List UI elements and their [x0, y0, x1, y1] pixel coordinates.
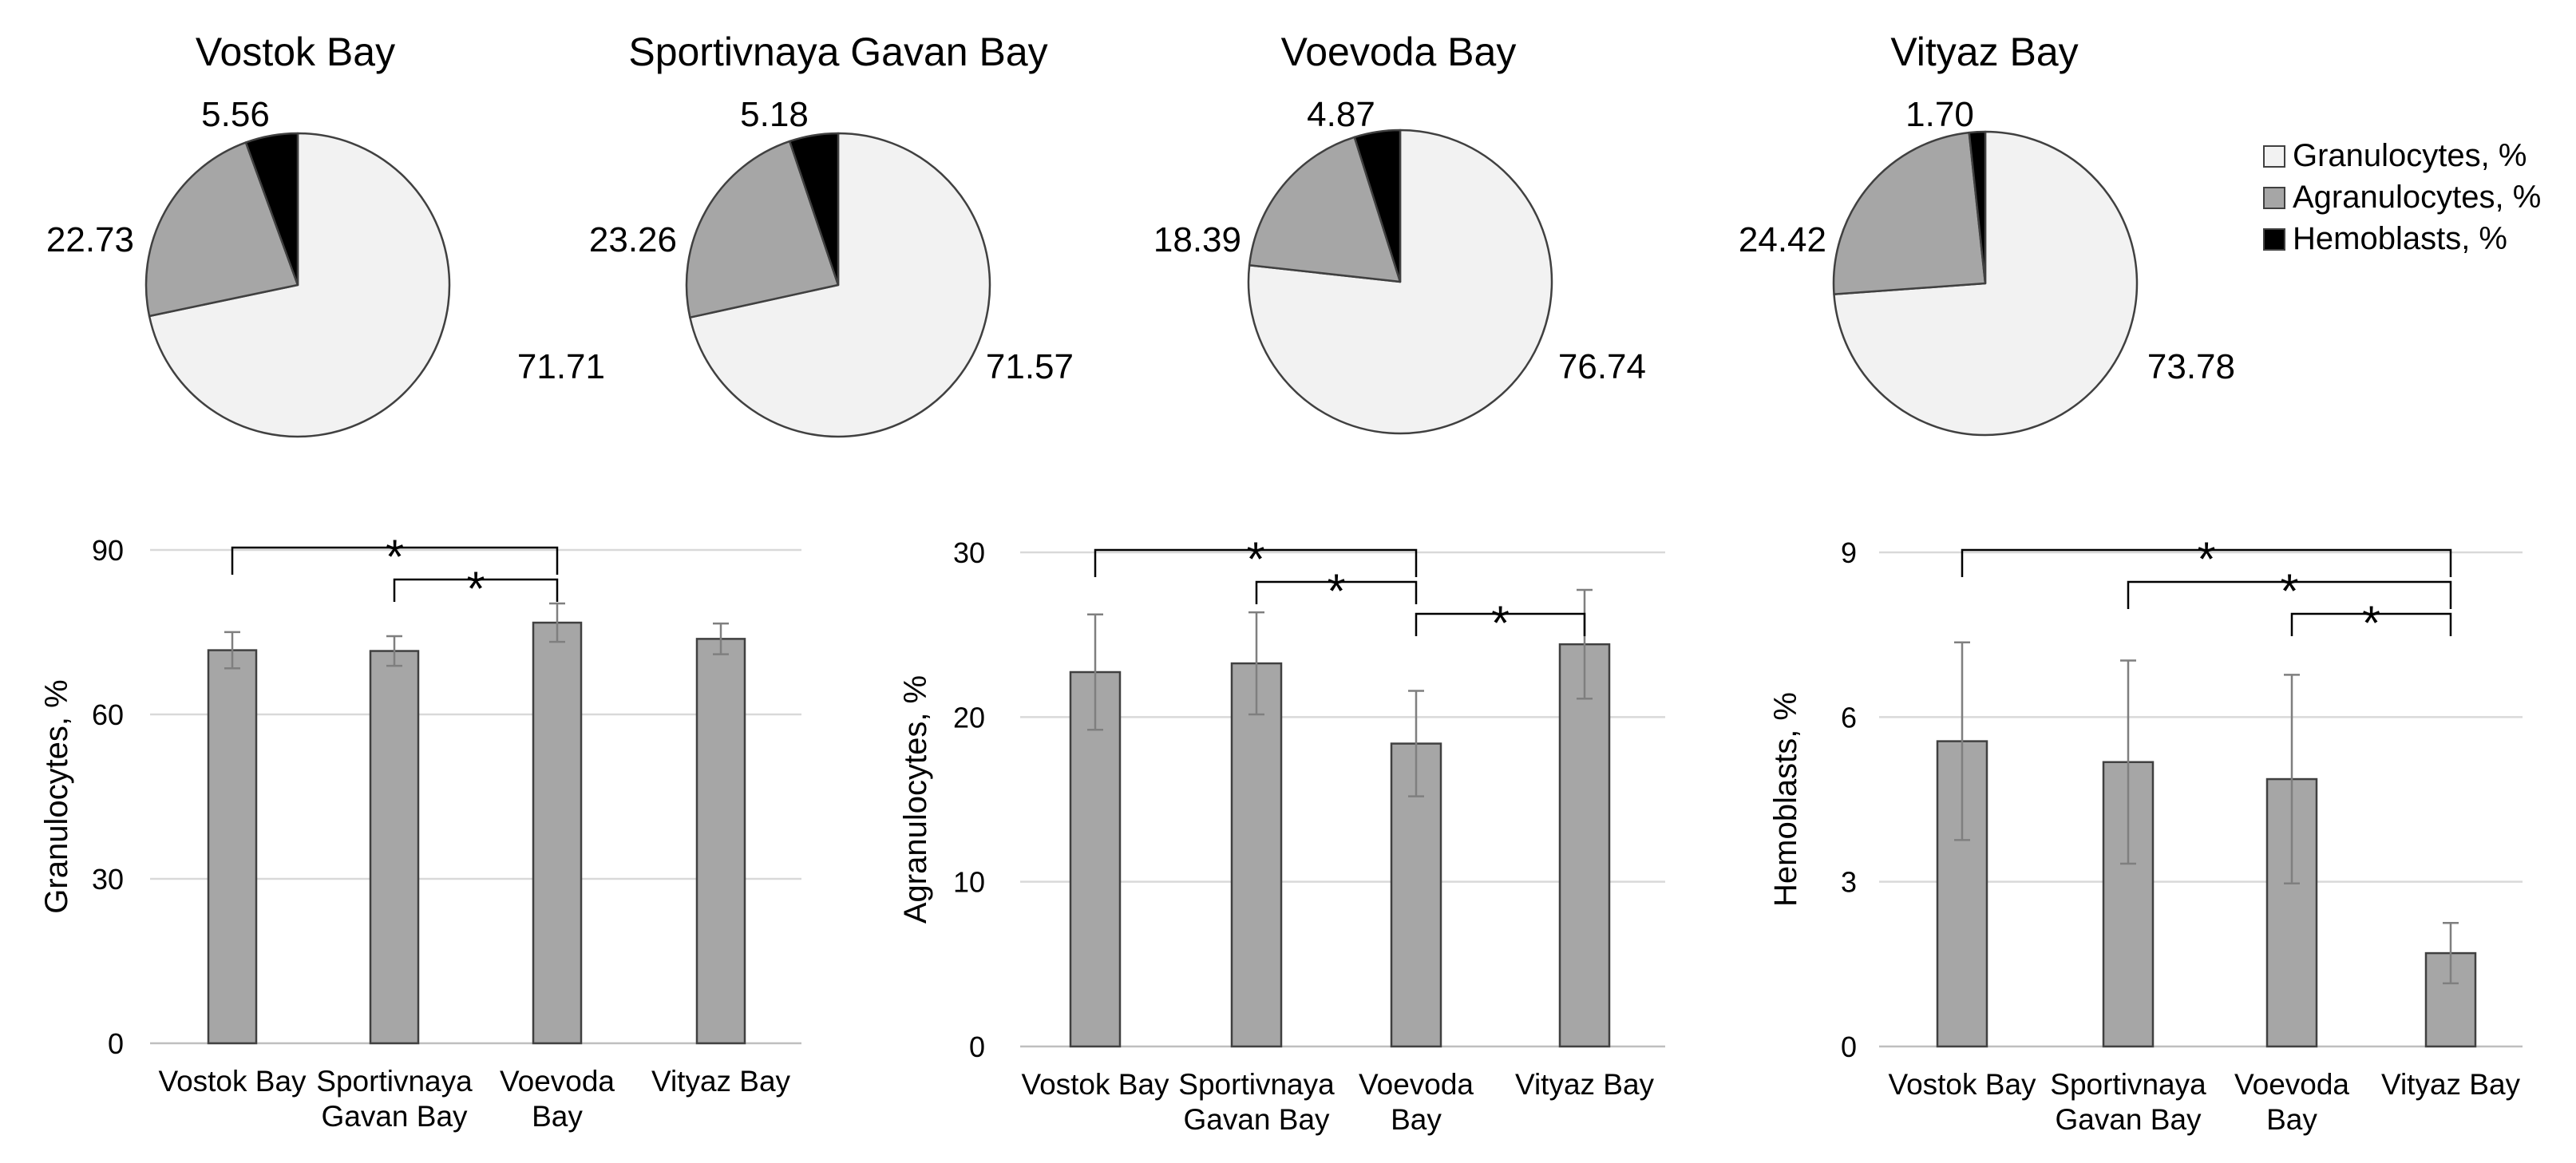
x-tick-label: Gavan Bay	[1183, 1103, 1330, 1136]
bar-chart-2: 0 10 20 30 Agranulocytes, % Vostok Bay Sportiv…	[898, 532, 1665, 1136]
significance-bracket	[2290, 612, 2452, 636]
y-tick-label: 20	[953, 701, 985, 734]
x-tick-label: Vostok Bay	[158, 1065, 307, 1098]
x-tick-label: Voevoda	[2234, 1068, 2349, 1101]
y-tick-label: 60	[92, 698, 124, 731]
significance-asterisk: *	[386, 530, 404, 583]
x-tick-label: Bay	[1391, 1103, 1442, 1136]
bar	[207, 649, 258, 1045]
x-tick-label: Voevoda	[500, 1065, 615, 1098]
pie-data-label-hemoblasts: 5.18	[740, 95, 809, 134]
pie-charts: Vostok Bay 71.71 22.73 5.56 Sportivnaya Gava…	[46, 30, 2235, 438]
significance-bracket	[1255, 580, 1418, 604]
y-axis-label: Granulocytes, %	[39, 679, 74, 913]
pie-data-label-agranulocytes: 24.42	[1739, 220, 1826, 259]
pie-chart-2: Sportivnaya Gavan Bay 71.57 23.26 5.18	[589, 30, 1074, 438]
legend-label-granulocytes: Granulocytes, %	[2293, 138, 2527, 173]
y-tick-label: 3	[1841, 866, 1857, 899]
significance-bracket	[1961, 548, 2452, 577]
pie-slice-agranulocytes	[1248, 136, 1402, 283]
significance-asterisk: *	[1246, 532, 1264, 586]
pie-data-label-agranulocytes: 23.26	[589, 220, 677, 259]
pie-data-label-granulocytes: 71.71	[517, 347, 605, 386]
pie-title: Vostok Bay	[196, 30, 395, 74]
x-tick-label: Vityaz Bay	[1515, 1068, 1655, 1101]
pie-slice-granulocytes	[689, 132, 991, 438]
legend-label-agranulocytes: Agranulocytes, %	[2293, 180, 2541, 215]
y-tick-label: 0	[108, 1027, 124, 1060]
y-tick-label: 90	[92, 534, 124, 567]
bar	[695, 638, 746, 1045]
significance-asterisk: *	[2362, 596, 2380, 650]
significance-asterisk: *	[2197, 532, 2215, 586]
bar	[1558, 643, 1611, 1048]
legend: Granulocytes, % Agranulocytes, % Hemoblast…	[2263, 138, 2541, 256]
pie-chart-4: Vityaz Bay 73.78 24.42 1.70	[1739, 30, 2235, 437]
pie-data-label-granulocytes: 73.78	[2147, 347, 2235, 386]
pie-slice-granulocytes	[148, 132, 451, 438]
x-tick-label: Sportivnaya	[2050, 1068, 2206, 1101]
pie-data-label-agranulocytes: 22.73	[46, 220, 134, 259]
x-tick-label: Voevoda	[1359, 1068, 1474, 1101]
legend-swatch-agranulocytes	[2263, 187, 2285, 209]
legend-swatch-granulocytes	[2263, 145, 2285, 168]
significance-asterisk: *	[1491, 596, 1510, 650]
pie-slice-hemoblasts	[1353, 129, 1402, 283]
x-tick-label: Bay	[2266, 1103, 2317, 1136]
y-tick-label: 30	[953, 536, 985, 569]
legend-label-hemoblasts: Hemoblasts, %	[2293, 221, 2507, 256]
y-axis-label: Agranulocytes, %	[898, 675, 933, 924]
pie-data-label-granulocytes: 76.74	[1558, 347, 1646, 386]
significance-bracket	[2127, 580, 2452, 609]
y-tick-label: 0	[1841, 1030, 1857, 1063]
bar-chart-1: 0 30 60 90 Granulocytes, % Vostok Bay Sportivn…	[39, 530, 801, 1133]
bar	[369, 650, 420, 1045]
x-tick-label: Gavan Bay	[2055, 1103, 2202, 1136]
x-tick-label: Vostok Bay	[1888, 1068, 2036, 1101]
pie-data-label-hemoblasts: 5.56	[201, 95, 270, 134]
pie-title: Sportivnaya Gavan Bay	[628, 30, 1047, 74]
x-tick-label: Vityaz Bay	[2381, 1068, 2521, 1101]
pie-slice-hemoblasts	[244, 132, 299, 287]
pie-data-label-agranulocytes: 18.39	[1153, 220, 1241, 259]
pie-data-label-granulocytes: 71.57	[986, 347, 1074, 386]
pie-slice-agranulocytes	[685, 140, 840, 318]
pie-slice-agranulocytes	[1832, 131, 1987, 295]
bar-chart-3: 0 3 6 9 Hemoblasts, % Vostok Bay SportivnayaGa…	[1768, 532, 2523, 1136]
x-tick-label: Vostok Bay	[1021, 1068, 1169, 1101]
x-tick-label: Bay	[532, 1100, 583, 1133]
pie-slice-hemoblasts	[789, 132, 840, 287]
pie-title: Vityaz Bay	[1890, 30, 2078, 74]
x-tick-label: Vityaz Bay	[651, 1065, 791, 1098]
pie-chart-1: Vostok Bay 71.71 22.73 5.56	[46, 30, 605, 438]
significance-asterisk: *	[466, 562, 485, 615]
bar	[1230, 662, 1283, 1048]
significance-bracket	[1415, 612, 1586, 636]
y-tick-label: 6	[1841, 701, 1857, 734]
bar	[532, 621, 583, 1045]
significance-asterisk: *	[2280, 564, 2298, 618]
y-tick-label: 9	[1841, 536, 1857, 569]
significance-bracket	[393, 578, 559, 602]
pie-data-label-hemoblasts: 4.87	[1307, 95, 1375, 134]
y-axis-label: Hemoblasts, %	[1768, 692, 1803, 907]
y-tick-label: 30	[92, 863, 124, 896]
legend-swatch-hemoblasts	[2263, 228, 2285, 251]
y-tick-label: 0	[969, 1030, 985, 1063]
x-tick-label: Gavan Bay	[321, 1100, 468, 1133]
pie-slice-agranulocytes	[144, 141, 299, 318]
pie-title: Voevoda Bay	[1281, 30, 1517, 74]
significance-bracket	[1094, 548, 1418, 577]
pie-slice-hemoblasts	[1968, 130, 1987, 285]
y-tick-label: 10	[953, 866, 985, 899]
x-tick-label: Sportivnaya	[316, 1065, 473, 1098]
significance-bracket	[231, 546, 559, 575]
pie-data-label-hemoblasts: 1.70	[1905, 95, 1974, 134]
x-tick-label: Sportivnaya	[1178, 1068, 1335, 1101]
pie-chart-3: Voevoda Bay 76.74 18.39 4.87	[1153, 30, 1646, 435]
significance-asterisk: *	[1327, 564, 1345, 618]
